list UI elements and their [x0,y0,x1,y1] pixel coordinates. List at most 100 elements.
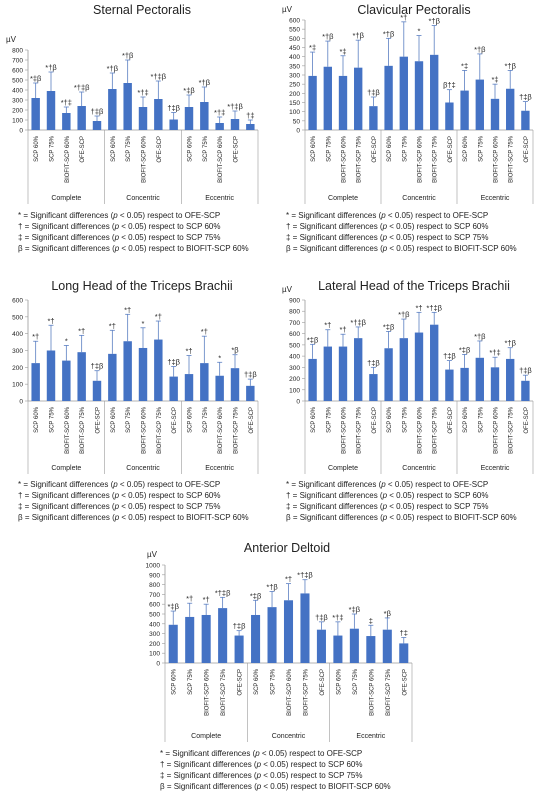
category-tick-label: BIOFIT-SCP 60% [494,135,500,183]
category-tick-label: SCP 60% [34,406,40,433]
category-tick-label: BIOFIT-SCP 60% [142,135,148,183]
category-tick-label: OFE-SCP [234,136,240,163]
bar [521,110,530,130]
group-label: Eccentric [481,195,510,202]
legend-p-symbol: p [256,782,262,791]
legend-text: β = Significant differences ( [286,244,383,253]
legend-text: < 0.05) respect to SCP 60% [261,760,362,769]
category-tick-label: BIOFIT-SCP 75% [221,668,227,716]
legend-p-symbol: p [256,771,262,780]
group-label: Concentric [272,733,306,740]
group-label: Eccentric [205,195,234,202]
category-tick-label: SCP 75% [126,135,132,162]
category-tick-label: BIOFIT-SCP 75% [357,135,363,183]
bar [460,367,469,401]
legend-text: < 0.05) respect to OFE-SCP [118,480,220,489]
y-tick-label: 600 [12,298,23,305]
bar [384,348,393,401]
bar [46,91,56,130]
significance-label: †‡β [519,366,532,375]
legend-text: < 0.05) respect to SCP 60% [387,491,488,500]
significance-label: *‡β [168,602,180,611]
group-label: Concentric [126,465,160,472]
y-tick-label: 350 [289,63,300,70]
significance-label: †‡β [244,370,257,379]
bar [201,614,211,663]
category-tick-label: SCP 60% [34,135,40,162]
y-axis-unit: µV [147,550,158,559]
bar [283,600,294,663]
y-tick-label: 800 [289,309,300,316]
bar [251,614,261,663]
category-tick-label: SCP 60% [463,406,469,433]
category-tick-label: BIOFIT-SCP 60% [418,135,424,183]
legend-text: ‡ = Significant differences ( [18,233,115,242]
legend-text: < 0.05) respect to OFE-SCP [386,211,488,220]
y-tick-label: 300 [289,365,300,372]
y-tick-label: 100 [289,109,300,116]
significance-label: *†‡β [215,588,231,597]
y-tick-label: 200 [289,91,300,98]
bar [138,347,148,401]
y-tick-label: 300 [12,348,23,355]
category-tick-label: BIOFIT-SCP 60% [142,406,148,454]
significance-label: *† [285,575,292,584]
bar [414,61,424,130]
bar [234,635,244,663]
y-tick-label: 450 [289,45,300,52]
bar [184,107,194,130]
significance-label: *†β [474,45,486,54]
bar [246,124,255,130]
bar [323,346,332,401]
bar [168,624,178,663]
y-tick-label: 0 [296,399,300,406]
bar [506,88,515,130]
legend-text: † = Significant differences ( [18,222,115,231]
category-tick-label: SCP 75% [50,135,56,162]
bar [138,107,148,130]
category-tick-label: SCP 75% [326,406,332,433]
group-label: Eccentric [205,465,234,472]
bar [267,607,277,663]
category-tick-label: SCP 60% [336,668,342,695]
bar [92,121,102,130]
category-tick-label: BIOFIT-SCP 60% [218,135,224,183]
y-tick-label: 500 [289,36,300,43]
bar [154,339,163,401]
y-tick-label: 800 [12,48,23,55]
legend-text: < 0.05) respect to SCP 75% [119,233,220,242]
category-tick-label: BIOFIT-SCP 60% [494,406,500,454]
y-tick-label: 200 [289,376,300,383]
significance-label: *β [384,609,392,618]
bar [62,113,71,130]
chart-panel-5: Anterior Deltoid µV 0 100 200 300 400 500 600 700… [146,541,413,791]
y-tick-label: 500 [12,314,23,321]
y-tick-label: 200 [149,641,160,648]
category-tick-label: BIOFIT-SCP 60% [418,406,424,454]
group-label: Concentric [402,465,436,472]
y-tick-label: 400 [12,331,23,338]
category-tick-label: BIOFIT-SCP 60% [65,135,71,183]
significance-label: *‡ [461,61,468,70]
y-tick-label: 900 [289,298,300,305]
significance-label: *†β [474,332,486,341]
significance-label: *†β [199,78,211,87]
significance-label: †‡ [246,111,254,120]
category-tick-label: SCP 60% [387,406,393,433]
significance-label: *‡ [491,75,498,84]
legend-text: < 0.05) respect to BIOFIT-SCP 60% [119,244,248,253]
bar [230,119,240,130]
category-tick-label: SCP 60% [463,135,469,162]
bar [369,106,378,130]
significance-label: *† [400,13,407,22]
y-tick-label: 300 [149,631,160,638]
significance-label: *†β [322,32,334,41]
legend-text: β = Significant differences ( [18,513,115,522]
legend-p-symbol: p [382,222,388,231]
category-tick-label: SCP 75% [478,406,484,433]
category-tick-label: BIOFIT-SCP 60% [369,668,375,716]
significance-label: †‡β [91,362,104,371]
category-tick-label: BIOFIT-SCP 75% [303,668,309,716]
legend-entry: β = Significant differences (p < 0.05) r… [160,782,391,791]
category-tick-label: SCP 60% [387,135,393,162]
